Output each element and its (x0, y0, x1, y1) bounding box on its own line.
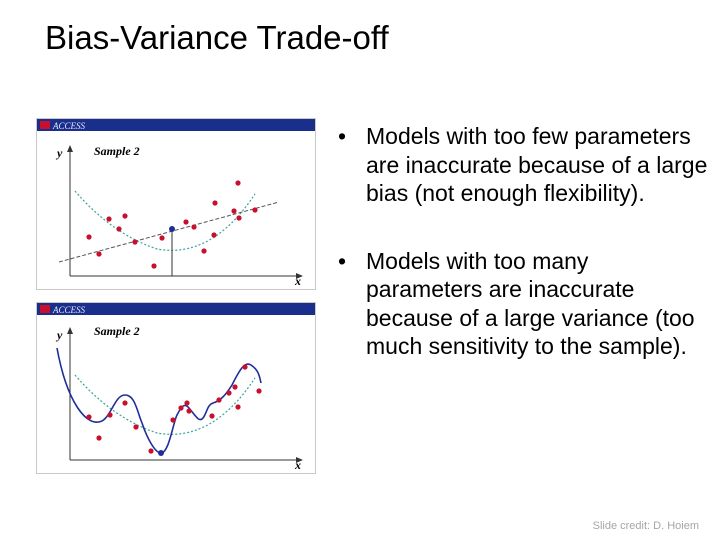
linear-fit-line (58, 201, 280, 263)
data-point (151, 263, 157, 269)
data-point (132, 239, 138, 245)
sample-label: Sample 2 (94, 144, 140, 158)
data-point (106, 216, 112, 222)
x-axis-label: x (294, 458, 301, 472)
data-point (212, 200, 218, 206)
bullet-item-bias: • Models with too few parameters are ina… (338, 122, 708, 208)
bullet-item-variance: • Models with too many parameters are in… (338, 247, 708, 361)
data-point (186, 408, 192, 414)
bullet-text: Models with too few parameters are inacc… (366, 123, 708, 206)
data-point (122, 400, 128, 406)
data-point (242, 364, 248, 370)
data-point (211, 232, 217, 238)
overfit-plot: ACCESS y Sample 2 x (37, 303, 315, 472)
slide-title: Bias-Variance Trade-off (45, 19, 389, 56)
data-point (122, 213, 128, 219)
data-point (159, 235, 165, 241)
data-point (235, 404, 241, 410)
data-point (231, 208, 237, 214)
x-axis-arrow-icon (296, 273, 303, 279)
query-point (169, 226, 175, 232)
data-point (256, 388, 262, 394)
data-point (96, 435, 102, 441)
bullet-symbol: • (338, 123, 347, 149)
data-point (178, 405, 184, 411)
x-axis-arrow-icon (296, 457, 303, 463)
bullet-symbol: • (338, 247, 347, 274)
data-point (183, 219, 189, 225)
data-point (236, 215, 242, 221)
data-point (191, 224, 197, 230)
data-point (96, 251, 102, 257)
data-point (216, 397, 222, 403)
true-function-curve (74, 374, 256, 435)
data-point (232, 384, 238, 390)
data-point (184, 400, 190, 406)
polynomial-fit-curve (56, 347, 262, 454)
y-axis-label: y (55, 146, 63, 160)
bullet-list: • Models with too few parameters are ina… (338, 122, 708, 361)
data-point (116, 226, 122, 232)
banner-logo-icon (40, 121, 50, 129)
data-point (226, 390, 232, 396)
overfit-figure: ACCESS y Sample 2 x (36, 302, 316, 474)
sample-points (86, 364, 262, 454)
y-axis-arrow-icon (67, 327, 73, 334)
banner-bar (37, 119, 315, 131)
underfit-figure: ACCESS y Sample 2 x (36, 118, 316, 290)
banner-logo-icon (40, 305, 50, 313)
slide-credit: Slide credit: D. Hoiem (592, 520, 699, 532)
data-point (209, 413, 215, 419)
y-axis-arrow-icon (67, 145, 73, 152)
bullet-text: Models with too many parameters are inac… (366, 247, 695, 360)
data-point (86, 414, 92, 420)
banner-text: ACCESS (52, 121, 86, 131)
underfit-plot: ACCESS y Sample 2 x (37, 119, 315, 288)
query-point (158, 450, 164, 456)
data-point (201, 248, 207, 254)
data-point (235, 180, 241, 186)
true-function-curve (74, 190, 256, 251)
data-point (133, 424, 139, 430)
y-axis-label: y (55, 328, 63, 342)
data-point (107, 412, 113, 418)
data-point (170, 417, 176, 423)
data-point (86, 234, 92, 240)
data-point (252, 207, 258, 213)
sample-label: Sample 2 (94, 324, 140, 338)
x-axis-label: x (294, 274, 301, 288)
banner-text: ACCESS (52, 305, 86, 315)
sample-points (86, 180, 258, 269)
banner-bar (37, 303, 315, 315)
data-point (148, 448, 154, 454)
